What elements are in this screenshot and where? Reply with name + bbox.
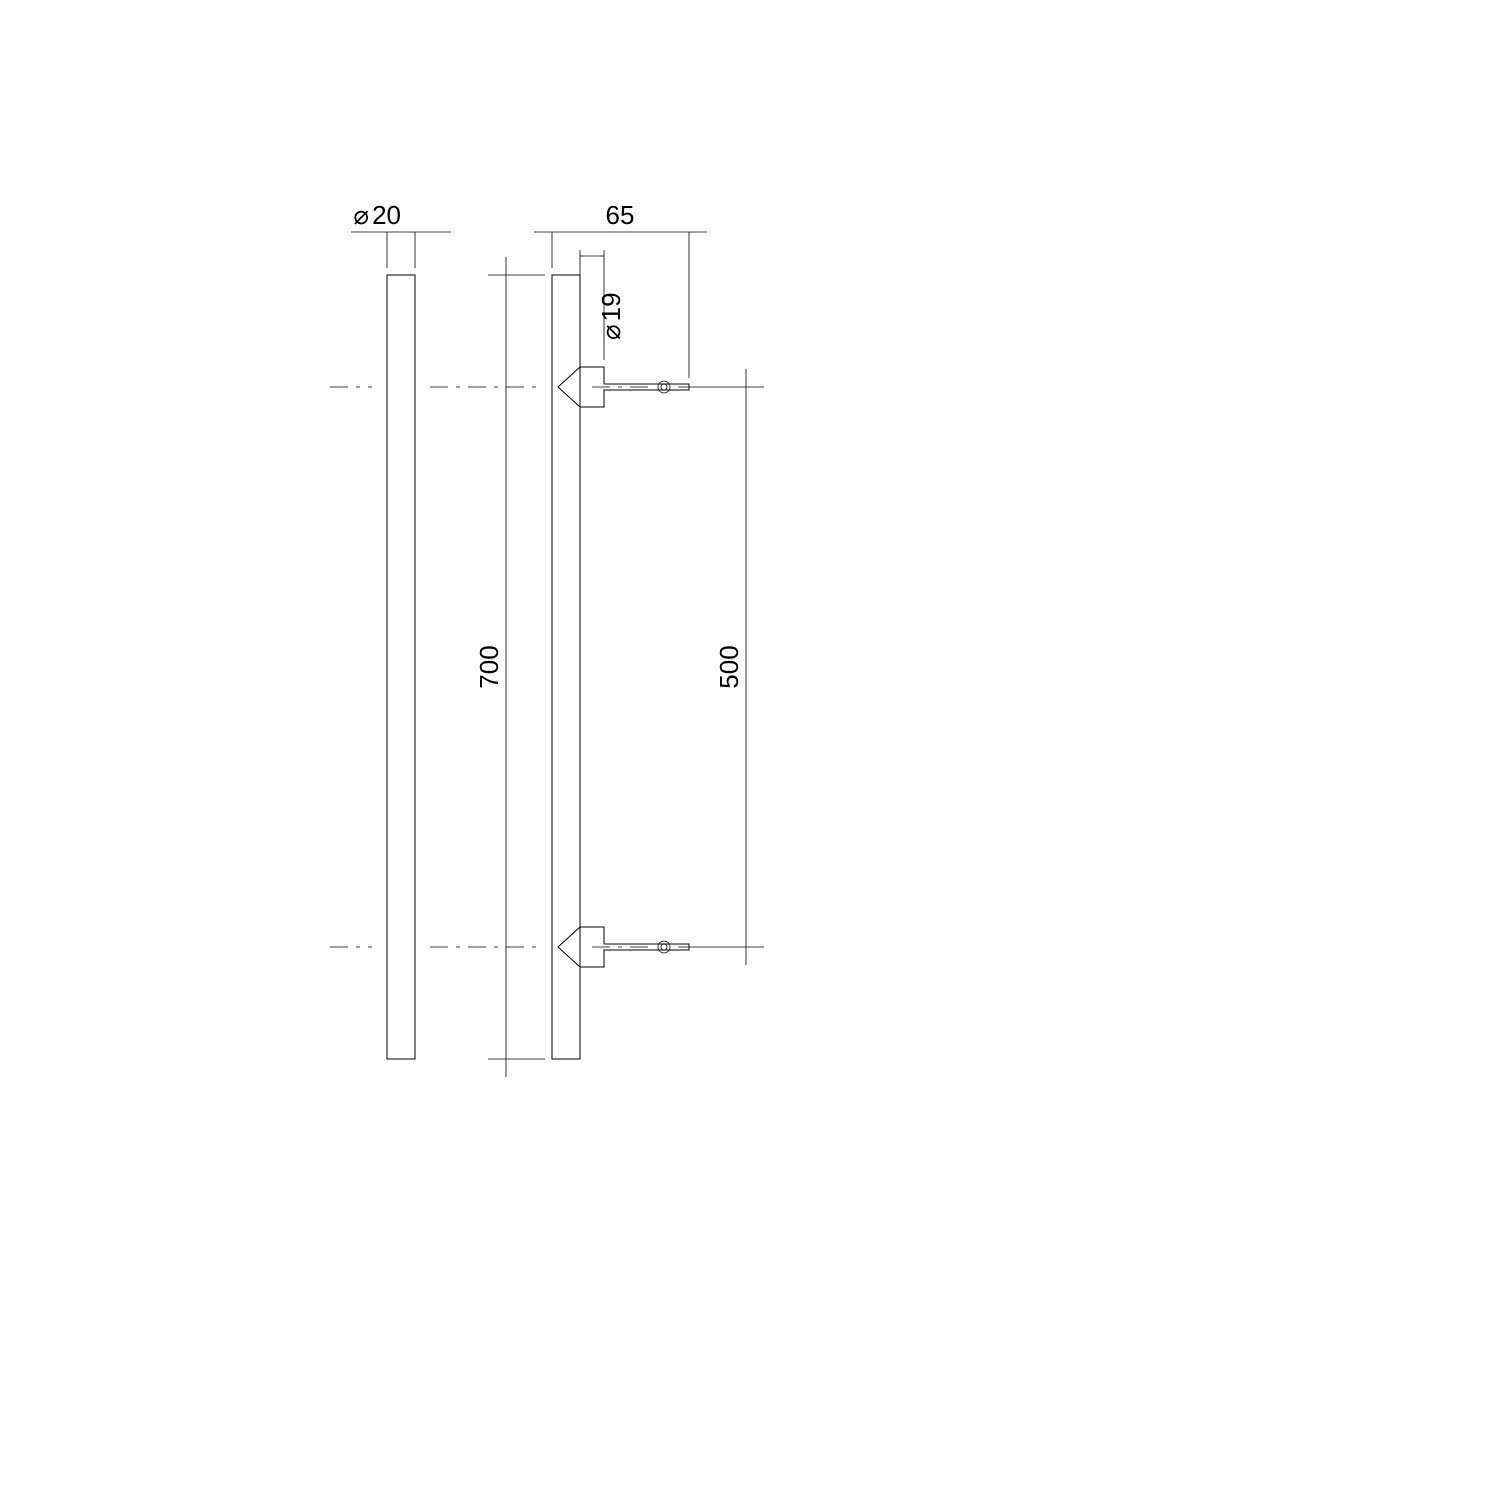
side-bar bbox=[552, 275, 580, 1059]
screw-bottom-outer bbox=[658, 941, 670, 953]
dim-ctc-500: 500 bbox=[696, 369, 764, 965]
dim-width-65-label: 65 bbox=[606, 200, 635, 230]
dim-length-700-label: 700 bbox=[474, 645, 504, 688]
front-bar bbox=[387, 275, 415, 1059]
bracket-bottom bbox=[558, 927, 689, 967]
dim-diameter-19-label: ⌀19 bbox=[596, 292, 626, 340]
dim-ctc-500-label: 500 bbox=[714, 645, 744, 688]
dim-diameter-19: ⌀19 bbox=[580, 250, 626, 360]
side-view bbox=[330, 275, 700, 1059]
front-view bbox=[387, 275, 415, 1059]
technical-drawing: ⌀20 65 ⌀19 700 500 bbox=[0, 0, 1500, 1500]
dim-diameter-20: ⌀20 bbox=[351, 200, 451, 268]
screw-top-outer bbox=[658, 381, 670, 393]
dim-length-700: 700 bbox=[474, 257, 545, 1077]
dim-diameter-20-label: ⌀20 bbox=[353, 200, 401, 230]
screw-top-inner bbox=[661, 384, 667, 390]
bracket-top bbox=[558, 367, 689, 407]
dim-width-65: 65 bbox=[534, 200, 707, 378]
screw-bottom-inner bbox=[661, 944, 667, 950]
centerlines bbox=[330, 387, 700, 947]
